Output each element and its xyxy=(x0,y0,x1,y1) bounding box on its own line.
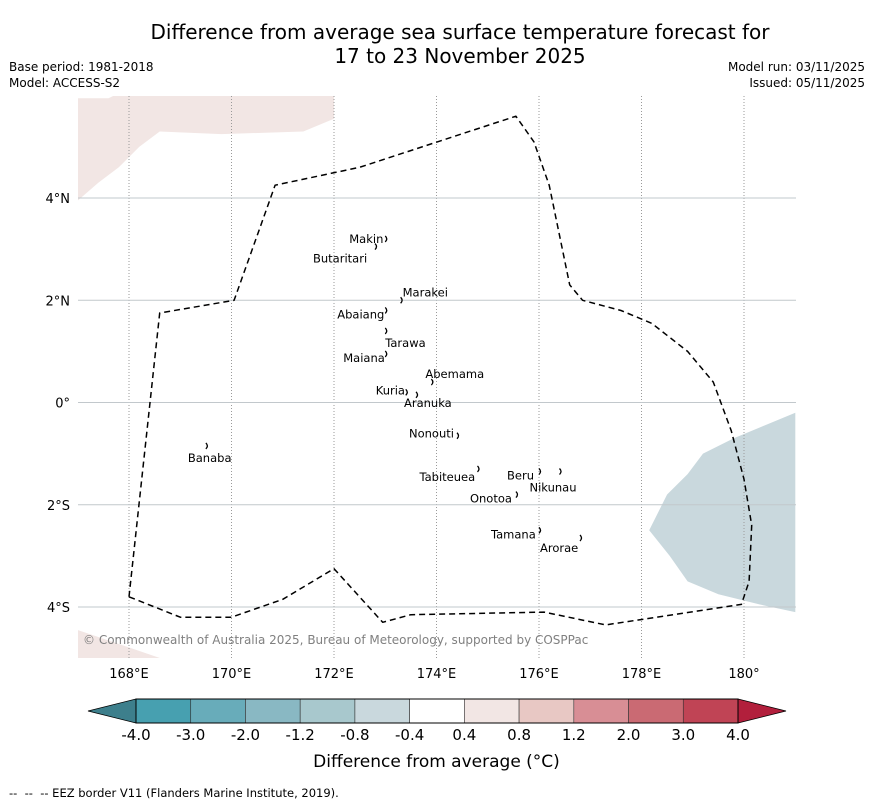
island-labels: Makin Butaritari Marakei Abaiang TarawaMaian… xyxy=(188,232,583,555)
latitude-ticks: 4°N 2°N 0° 2°S 4°S xyxy=(46,192,71,616)
colorbar-tick-label: 0.4 xyxy=(452,726,476,744)
island-atoll-kuria xyxy=(405,388,408,396)
model-name: Model: ACCESS-S2 xyxy=(9,76,121,90)
island-label-arorae: Arorae xyxy=(540,541,578,555)
island-label-nikunau: Nikunau xyxy=(530,481,577,495)
island-atoll-maiana xyxy=(384,350,388,358)
colorbar-segment xyxy=(628,698,684,724)
lat-tick-label: 2°S xyxy=(47,499,70,514)
lon-tick-label: 176°E xyxy=(519,667,559,682)
colorbar-tick-label: 4.0 xyxy=(726,726,750,744)
island-atoll-butaritari xyxy=(374,243,378,251)
longitude-ticks: 168°E 170°E 172°E 174°E 176°E 178°E 180° xyxy=(109,667,759,682)
island-atoll-marakei xyxy=(400,296,403,304)
lon-tick-label: 168°E xyxy=(109,667,149,682)
island-label-makin: Makin xyxy=(349,232,383,246)
island-atoll-nikunau xyxy=(559,468,562,475)
southwest-warm-patch xyxy=(78,630,160,658)
anomaly-regions xyxy=(78,96,796,658)
island-atoll-onotoa xyxy=(515,491,519,498)
model-run: Model run: 03/11/2025 xyxy=(727,60,865,74)
colorbar-segment xyxy=(299,698,356,724)
colorbar-segment xyxy=(518,698,575,724)
island-label-banaba: Banaba xyxy=(188,451,232,465)
colorbar-tick-label: -0.4 xyxy=(395,726,424,744)
island-label-kuria: Kuria xyxy=(376,383,405,397)
lat-tick-label: 4°N xyxy=(46,192,71,207)
issued-date: Issued: 05/11/2025 xyxy=(749,76,865,90)
island-atoll-beru xyxy=(538,468,542,475)
island-label-aranuka: Aranuka xyxy=(404,396,452,410)
colorbar-tick-label: -1.2 xyxy=(286,726,315,744)
lat-tick-label: 0° xyxy=(55,397,70,412)
lat-tick-label: 2°N xyxy=(46,294,71,309)
colorbar-segment xyxy=(464,698,520,724)
colorbar: -4.0 -3.0 -2.0 -1.2 -0.8 -0.4 0.4 0.8 1.2 2.0 3.0 4… xyxy=(87,698,787,744)
lon-tick-label: 178°E xyxy=(622,667,662,682)
colorbar-tick-label: -0.8 xyxy=(340,726,369,744)
island-atoll-tarawa xyxy=(384,327,388,335)
colorbar-outline xyxy=(135,698,739,724)
meta-left: Base period: 1981-2018 Model: ACCESS-S2 xyxy=(9,59,154,91)
eez-footnote: -- -- -- EEZ border V11 (Flanders Marine… xyxy=(9,786,339,800)
lon-tick-label: 170°E xyxy=(212,667,252,682)
base-period: Base period: 1981-2018 xyxy=(9,60,154,74)
lon-tick-label: 174°E xyxy=(417,667,457,682)
lon-tick-label: 180° xyxy=(728,667,759,682)
title-line-1: Difference from average sea surface temp… xyxy=(150,20,770,44)
northwest-warm-patch xyxy=(78,96,334,201)
island-label-tarawa: Tarawa xyxy=(384,336,425,350)
colorbar-tick-label: -3.0 xyxy=(176,726,205,744)
colorbar-over-arrow xyxy=(737,698,787,724)
island-atoll-nonouti xyxy=(456,432,460,440)
island-atoll-makin xyxy=(384,235,388,243)
island-label-abemama: Abemama xyxy=(425,367,484,381)
gridlines xyxy=(78,96,796,658)
colorbar-segment xyxy=(190,698,246,724)
island-atoll-aranuka xyxy=(415,391,419,399)
chart-title: Difference from average sea surface temp… xyxy=(60,20,860,68)
colorbar-tick-label: 3.0 xyxy=(671,726,695,744)
island-label-butaritari: Butaritari xyxy=(313,252,367,266)
colorbar-under-arrow xyxy=(87,698,137,724)
colorbar-tick-label: 2.0 xyxy=(617,726,641,744)
colorbar-tick-label: 0.8 xyxy=(507,726,531,744)
colorbar-segment xyxy=(245,698,301,724)
meta-right: Model run: 03/11/2025 Issued: 05/11/2025 xyxy=(728,59,865,91)
colorbar-segment xyxy=(409,698,465,724)
island-label-onotoa: Onotoa xyxy=(470,492,512,506)
colorbar-segment xyxy=(135,698,192,724)
east-cool-patch xyxy=(649,412,796,613)
island-atoll-abemama xyxy=(430,378,434,386)
colorbar-segment xyxy=(354,698,410,724)
island-atoll-arorae xyxy=(579,534,583,542)
island-atoll-abaiang xyxy=(384,307,388,314)
island-label-tabiteuea: Tabiteuea xyxy=(419,470,476,484)
colorbar-tick-label: -4.0 xyxy=(121,726,150,744)
island-label-beru: Beru xyxy=(507,469,534,483)
colorbar-title: Difference from average (°C) xyxy=(313,752,560,772)
colorbar-segment xyxy=(682,698,739,724)
island-atoll-tamana xyxy=(538,526,542,534)
lon-tick-label: 172°E xyxy=(314,667,354,682)
lat-tick-label: 4°S xyxy=(47,601,70,616)
eez-border xyxy=(128,115,753,626)
island-atoll-banaba xyxy=(205,442,209,450)
island-label-marakei: Marakei xyxy=(403,285,448,299)
colorbar-tick-label: -2.0 xyxy=(231,726,260,744)
island-label-nonouti: Nonouti xyxy=(409,427,454,441)
island-atoll-tabiteuea xyxy=(477,465,480,473)
island-label-abaiang: Abaiang xyxy=(337,307,384,321)
title-line-2: 17 to 23 November 2025 xyxy=(334,44,586,68)
colorbar-tick-label: 1.2 xyxy=(562,726,586,744)
colorbar-segment xyxy=(573,698,629,724)
eez-border-line xyxy=(128,115,753,626)
island-label-tamana: Tamana xyxy=(490,527,536,541)
island-label-maiana: Maiana xyxy=(343,351,385,365)
copyright-notice: © Commonwealth of Australia 2025, Bureau… xyxy=(83,633,588,647)
